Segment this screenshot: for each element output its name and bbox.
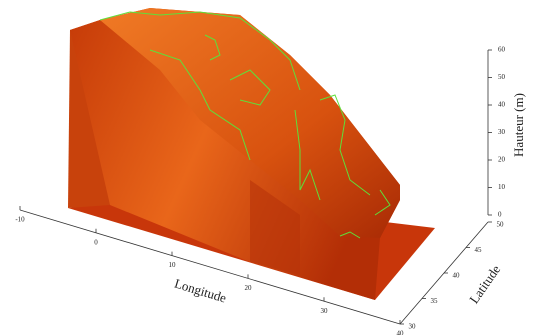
z-tick-label: 10 <box>498 183 506 191</box>
x-axis-label: Longitude <box>173 276 229 306</box>
x-tick-label: 0 <box>94 238 98 246</box>
z-tick-label: 60 <box>498 46 506 54</box>
y-tick-label: 40 <box>453 272 461 280</box>
y-axis-label: Latitude <box>466 262 503 306</box>
x-tick-label: -10 <box>15 216 25 224</box>
y-tick-label: 50 <box>497 221 505 229</box>
chart: Longitude Latitude Hauteur (m) -10 0 10 20 3… <box>0 0 534 335</box>
z-tick-label: 40 <box>498 101 506 109</box>
x-tick-label: 20 <box>245 284 253 292</box>
x-tick-label: 40 <box>397 330 405 335</box>
z-tick-label: 20 <box>498 156 506 164</box>
z-tick-label: 0 <box>498 211 502 219</box>
z-axis-label: Hauteur (m) <box>511 93 526 157</box>
z-tick-label: 30 <box>498 128 506 136</box>
y-tick-label: 45 <box>475 246 483 254</box>
z-tick-label: 50 <box>498 73 506 81</box>
y-tick-label: 35 <box>431 297 439 305</box>
x-tick-label: 10 <box>169 261 177 269</box>
x-tick-label: 30 <box>321 307 329 315</box>
surface <box>68 8 435 300</box>
y-tick-label: 30 <box>409 323 417 331</box>
